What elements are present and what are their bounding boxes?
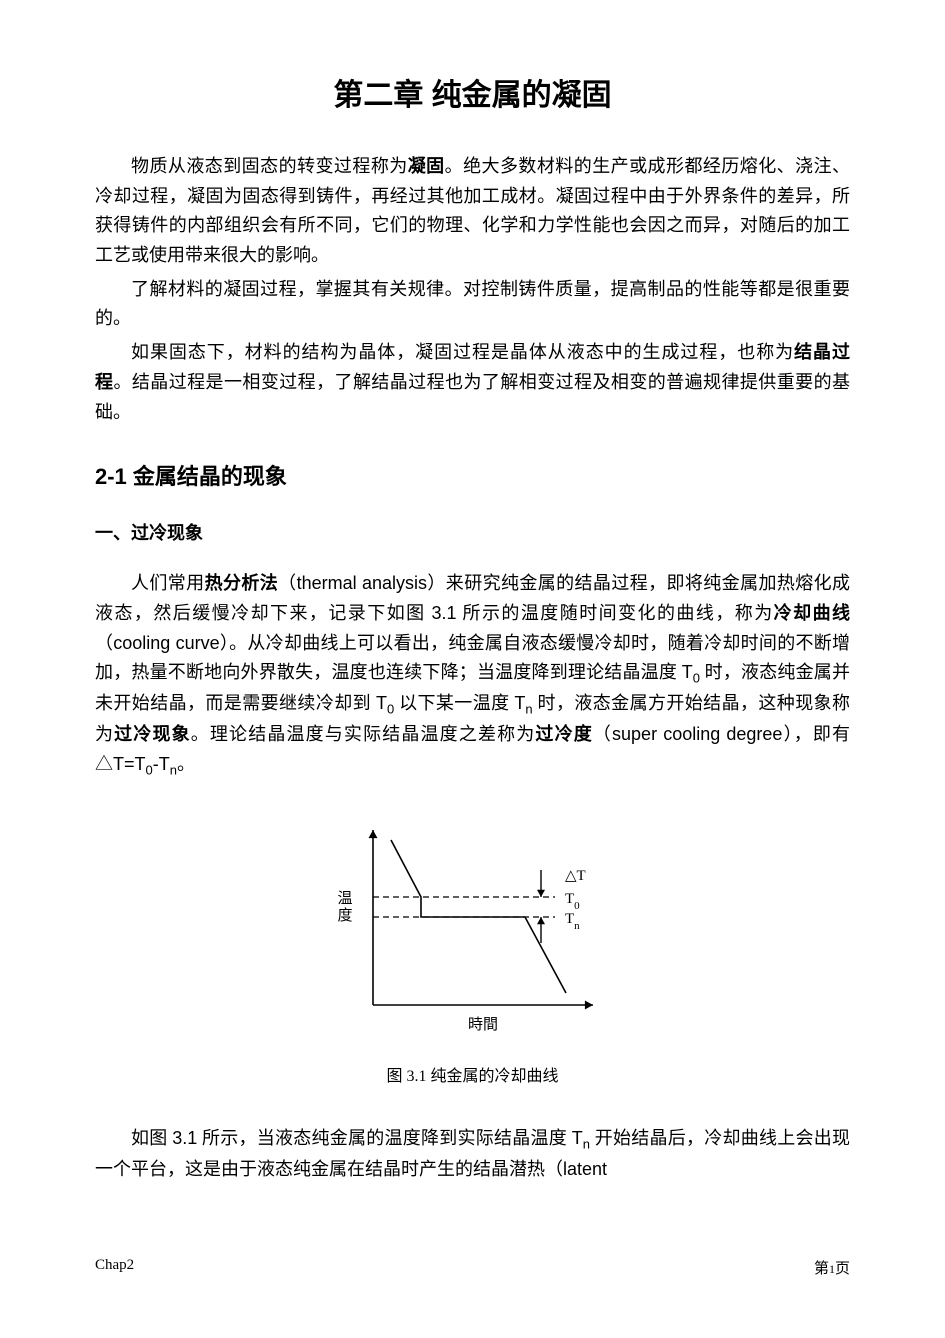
text: 页 [835,1261,850,1277]
bold-text: 过冷现象 [114,724,191,744]
caption-prefix: 图 [386,1068,406,1085]
text: （ [278,573,296,593]
bold-text: 过冷度 [535,724,592,744]
svg-text:温: 温 [337,890,352,907]
text: 物质从液态到固态的转变过程称为 [131,156,408,176]
latin-text: thermal analysis [297,573,427,593]
text: 如果固态下，材料的结构为晶体，凝固过程是晶体从液态中的生成过程，也称为 [131,342,794,362]
subsection-title: 一、过冷现象 [95,519,850,545]
cooling-curve-chart: 温度時間 △T T0Tn [303,815,643,1040]
latin-text: super cooling degree [612,724,782,744]
text: 以下某一温度 [394,693,514,713]
text: 。 [177,754,195,774]
paragraph-1: 物质从液态到固态的转变过程称为凝固。绝大多数材料的生产或成形都经历熔化、浇注、冷… [95,152,850,271]
paragraph-3: 如果固态下，材料的结构为晶体，凝固过程是晶体从液态中的生成过程，也称为结晶过程。… [95,338,850,427]
latin-text: latent [563,1159,607,1179]
subscript: n [170,763,177,778]
paragraph-2: 了解材料的凝固过程，掌握其有关规律。对控制铸件质量，提高制品的性能等都是很重要的… [95,275,850,334]
subscript: n [583,1137,590,1152]
svg-text:Tn: Tn [565,911,580,932]
symbol: T [572,1128,583,1148]
symbol: T [514,693,525,713]
page-footer: Chap2 第1页 [95,1257,850,1278]
bold-text: 冷却曲线 [774,603,850,623]
symbol: T [376,693,387,713]
symbol: T [682,662,693,682]
text: 如图 [131,1128,172,1148]
num: 3.1 [172,1128,197,1148]
text: 所示的温度随时间变化的曲线，称为 [457,603,774,623]
text: 人们常用 [131,573,205,593]
footer-right: 第1页 [814,1257,850,1278]
chapter-title: 第二章 纯金属的凝固 [95,70,850,114]
equation: T=T [113,754,146,774]
figure-caption: 图 3.1 纯金属的冷却曲线 [386,1062,558,1086]
svg-text:時間: 時間 [467,1016,497,1033]
svg-text:△T: △T [565,868,586,884]
text: 。理论结晶温度与实际结晶温度之差称为 [191,724,536,744]
text: 了解材料的凝固过程，掌握其有关规律。对控制铸件质量，提高制品的性能等都是很重要的… [95,279,850,329]
paragraph-4: 人们常用热分析法（thermal analysis）来研究纯金属的结晶过程，即将… [95,569,850,781]
text: 所示，当液态纯金属的温度降到实际结晶温度 [197,1128,572,1148]
num: 3.1 [432,603,457,623]
subscript: n [525,702,532,717]
subscript: 0 [693,671,700,686]
text: （ [95,633,113,653]
subscript: 0 [146,763,153,778]
latin-text: cooling curve [113,633,219,653]
figure-3-1: 温度時間 △T T0Tn 图 3.1 纯金属的冷却曲线 [95,815,850,1114]
text: 第 [814,1261,829,1277]
footer-left: Chap2 [95,1257,134,1278]
section-title: 2-1 金属结晶的现象 [95,459,850,491]
paragraph-5: 如图 3.1 所示，当液态纯金属的温度降到实际结晶温度 Tn 开始结晶后，冷却曲… [95,1124,850,1185]
svg-text:度: 度 [337,907,352,924]
bold-text: 凝固 [408,156,445,176]
text: （ [593,724,612,744]
caption-num: 3.1 [407,1068,427,1085]
caption-text: 纯金属的冷却曲线 [427,1068,559,1085]
bold-text: 热分析法 [205,573,279,593]
text: 。结晶过程是一相变过程，了解结晶过程也为了解相变过程及相变的普遍规律提供重要的基… [95,372,850,422]
equation: -T [153,754,170,774]
svg-text:T0: T0 [565,891,580,912]
